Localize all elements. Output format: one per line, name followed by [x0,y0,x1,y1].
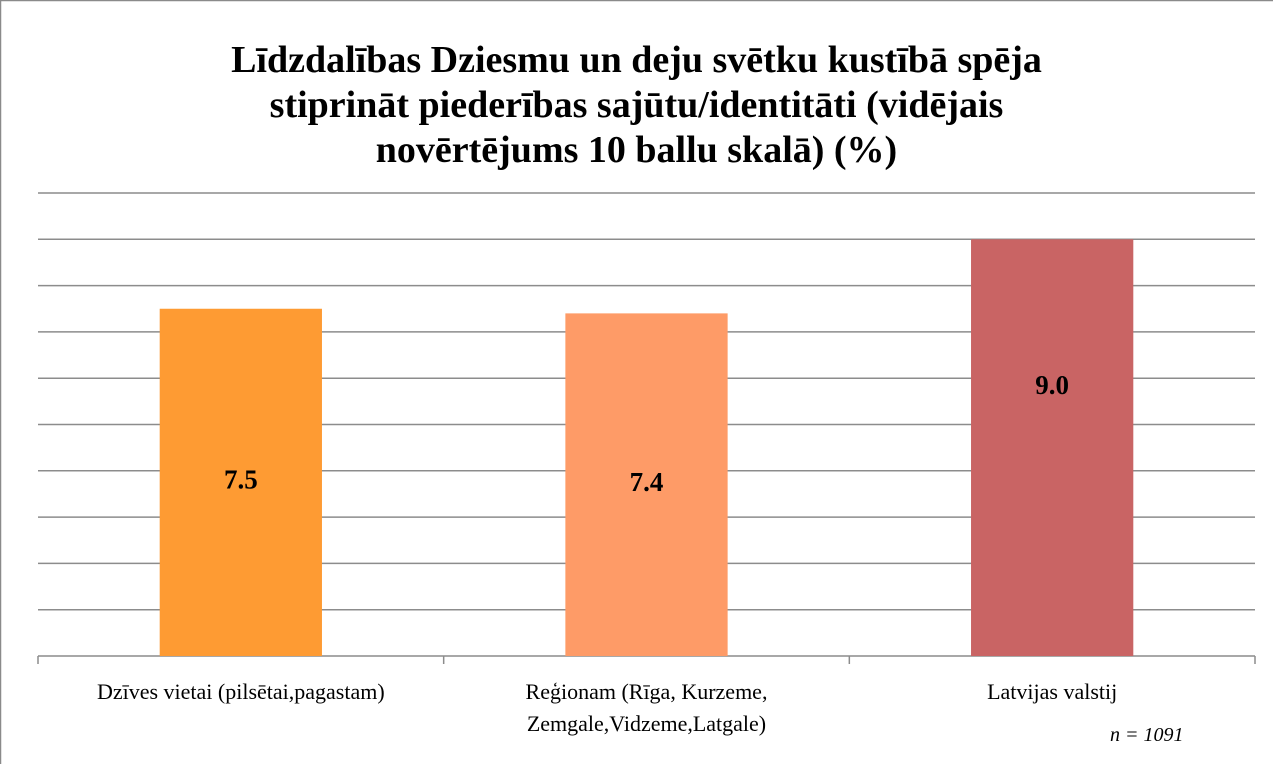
data-label: 7.4 [630,467,664,497]
bar [565,313,728,656]
x-tick-label: Dzīves vietai (pilsētai,pagastam) [96,679,385,704]
data-label: 7.5 [224,465,258,495]
x-tick-label: Reģionam (Rīga, Kurzeme, Zemgale,Vidzeme… [525,679,768,736]
chart-title: Līdzdalības Dziesmu un deju svētku kustī… [231,39,1042,171]
x-tick-label: Latvijas valstij [987,679,1118,704]
bar [159,308,322,656]
data-label: 9.0 [1035,370,1069,400]
annotation: n = 1091 [1110,724,1184,746]
bar [971,239,1134,657]
